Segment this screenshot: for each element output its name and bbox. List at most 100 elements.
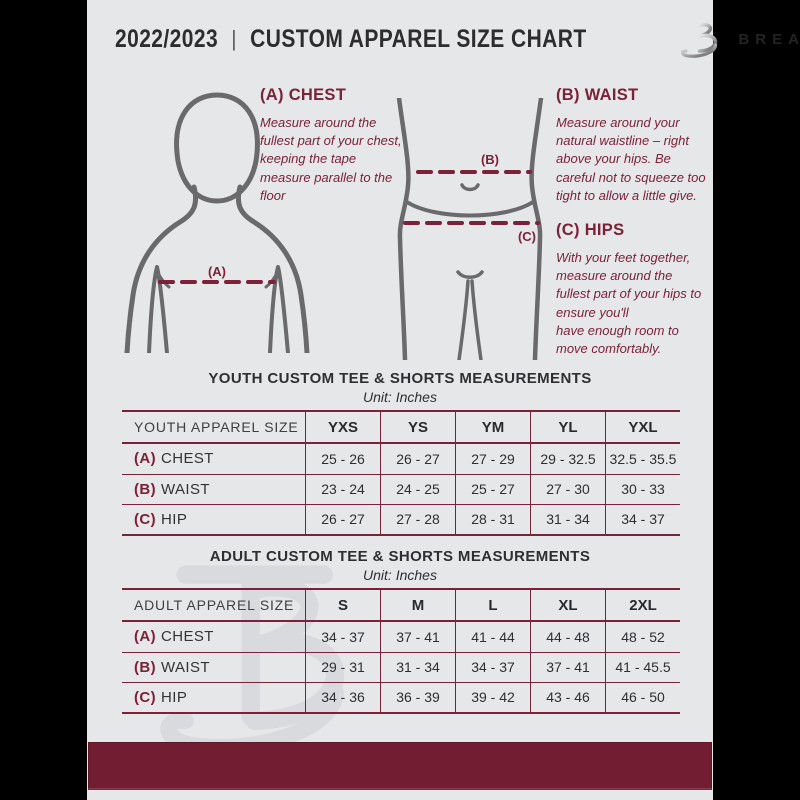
left-shoulder-arm-outline	[124, 184, 199, 353]
adult-table-unit: Unit: Inches	[363, 567, 437, 583]
youth-table-unit: Unit: Inches	[363, 389, 437, 405]
left-inner-leg-line	[457, 279, 470, 360]
head-outline	[174, 92, 260, 204]
header-separator: |	[231, 26, 237, 51]
chest-instruction-heading: (A) CHEST	[260, 86, 347, 104]
table-cell: 24 - 25	[380, 474, 455, 504]
row-label-text: CHEST	[161, 628, 214, 646]
row-label: (B) WAIST	[122, 475, 305, 505]
table-cell: 25 - 26	[305, 444, 380, 474]
table-cell: 34 - 37	[305, 622, 380, 652]
chest-instruction-body: Measure around the fullest part of your …	[260, 115, 402, 203]
left-hip-outline	[396, 98, 411, 360]
chest-instruction: (A) CHEST Measure around the fullest par…	[260, 86, 402, 205]
table-cell: 29 - 32.5	[530, 444, 605, 474]
right-shoulder-arm-outline	[235, 184, 310, 353]
table-cell: 37 - 41	[530, 652, 605, 682]
right-chest-side-line	[268, 265, 290, 353]
table-cell: 46 - 50	[605, 683, 680, 712]
header-year: 2022/2023	[115, 24, 219, 53]
youth-size-header: YXL	[605, 412, 680, 442]
row-label-prefix: (B)	[134, 480, 157, 498]
header-title-text: CUSTOM APPAREL SIZE CHART	[250, 24, 587, 53]
row-label: (A) CHEST	[122, 622, 305, 652]
adult-size-header: 2XL	[605, 590, 680, 620]
youth-table-corner-header: YOUTH APPAREL SIZE	[134, 419, 299, 435]
table-cell: 30 - 33	[605, 474, 680, 504]
table-cell: 36 - 39	[380, 683, 455, 712]
table-cell: 34 - 36	[305, 683, 380, 712]
youth-size-header: YM	[455, 412, 530, 442]
youth-table-header-row: YOUTH APPAREL SIZE YXS YS YM YL YXL	[122, 412, 680, 444]
table-row: (C) HIP 34 - 36 36 - 39 39 - 42 43 - 46 …	[122, 683, 680, 714]
row-label-text: WAIST	[161, 480, 210, 498]
adult-table-corner-header: ADULT APPAREL SIZE	[134, 597, 295, 613]
table-cell: 34 - 37	[455, 652, 530, 682]
hips-instruction-heading: (C) HIPS	[556, 221, 625, 239]
row-label-prefix: (C)	[134, 688, 157, 706]
row-label-prefix: (A)	[134, 628, 157, 646]
adult-table-title: ADULT CUSTOM TEE & SHORTS MEASUREMENTS	[209, 548, 591, 565]
row-label-prefix: (C)	[134, 510, 157, 528]
navel-mark	[460, 183, 480, 192]
table-cell: 48 - 52	[605, 622, 680, 652]
left-chest-side-line	[147, 265, 169, 353]
row-label-text: CHEST	[161, 450, 214, 468]
row-label-text: HIP	[161, 510, 188, 528]
waist-instruction-heading: (B) WAIST	[556, 86, 639, 104]
document-page: 2022/2023 | CUSTOM APPAREL SIZE CHART	[87, 0, 800, 800]
row-label-text: WAIST	[161, 658, 210, 676]
table-cell: 29 - 31	[305, 652, 380, 682]
table-row: (B) WAIST 29 - 31 31 - 34 34 - 37 37 - 4…	[122, 652, 680, 683]
table-cell: 44 - 48	[530, 622, 605, 652]
header: 2022/2023 | CUSTOM APPAREL SIZE CHART	[115, 0, 800, 78]
table-cell: 27 - 29	[455, 444, 530, 474]
table-cell: 28 - 31	[455, 505, 530, 534]
table-row: (A) CHEST 34 - 37 37 - 41 41 - 44 44 - 4…	[122, 622, 680, 653]
right-inner-leg-line	[470, 279, 483, 360]
table-cell: 39 - 42	[455, 683, 530, 712]
row-label-prefix: (A)	[134, 450, 157, 468]
row-label: (A) CHEST	[122, 444, 305, 474]
table-cell: 26 - 27	[305, 505, 380, 534]
waist-instruction-body: Measure around your natural waistline – …	[556, 115, 706, 203]
table-cell: 32.5 - 35.5	[605, 444, 680, 474]
brand-lockup: BREAKAWAY	[676, 15, 800, 63]
table-row: (A) CHEST 25 - 26 26 - 27 27 - 29 29 - 3…	[122, 444, 680, 475]
hip-crease-curve	[405, 200, 535, 218]
table-cell: 23 - 24	[305, 474, 380, 504]
youth-size-header: YXS	[305, 412, 380, 442]
hip-measure-label: (C)	[518, 229, 536, 244]
adult-table-header-row: ADULT APPAREL SIZE S M L XL 2XL	[122, 590, 680, 622]
hips-instruction-body: With your feet together, measure around …	[556, 250, 702, 356]
waist-measure-label: (B)	[481, 152, 499, 167]
table-cell: 31 - 34	[380, 652, 455, 682]
table-cell: 27 - 28	[380, 505, 455, 534]
row-label-text: HIP	[161, 688, 188, 706]
footer-bar	[88, 742, 712, 790]
lower-torso-figure: (B) (C)	[396, 98, 544, 360]
table-cell: 31 - 34	[530, 505, 605, 534]
row-label: (B) WAIST	[122, 653, 305, 683]
table-row: (B) WAIST 23 - 24 24 - 25 25 - 27 27 - 3…	[122, 474, 680, 505]
table-cell: 34 - 37	[605, 505, 680, 534]
brand-logo-icon	[681, 20, 718, 58]
adult-size-header: M	[380, 590, 455, 620]
row-label: (C) HIP	[122, 683, 305, 712]
youth-size-table: YOUTH APPAREL SIZE YXS YS YM YL YXL (A) …	[122, 410, 680, 536]
upper-torso-figure: (A)	[124, 92, 310, 353]
hips-instruction: (C) HIPS With your feet together, measur…	[556, 221, 708, 358]
table-cell: 43 - 46	[530, 683, 605, 712]
chest-measure-label: (A)	[208, 264, 226, 279]
row-label: (C) HIP	[122, 505, 305, 534]
brand-name: BREAKAWAY	[738, 30, 800, 48]
youth-size-header: YL	[530, 412, 605, 442]
table-cell: 25 - 27	[455, 474, 530, 504]
crotch-curve	[456, 270, 484, 279]
table-cell: 37 - 41	[380, 622, 455, 652]
youth-size-header: YS	[380, 412, 455, 442]
header-title: 2022/2023 | CUSTOM APPAREL SIZE CHART	[115, 25, 587, 54]
youth-table-title: YOUTH CUSTOM TEE & SHORTS MEASUREMENTS	[208, 370, 592, 387]
row-label-prefix: (B)	[134, 658, 157, 676]
